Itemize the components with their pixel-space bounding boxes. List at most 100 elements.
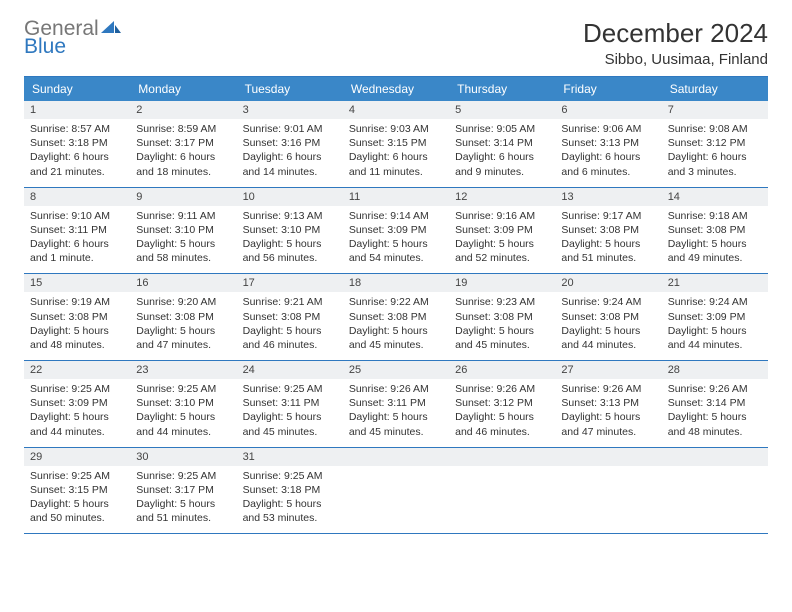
sunrise-text: Sunrise: 9:26 AM bbox=[349, 382, 443, 396]
day-number: 12 bbox=[449, 188, 555, 206]
sunset-text: Sunset: 3:10 PM bbox=[136, 396, 230, 410]
sunrise-text: Sunrise: 9:16 AM bbox=[455, 209, 549, 223]
sunset-text: Sunset: 3:08 PM bbox=[561, 223, 655, 237]
cell-body: Sunrise: 9:21 AMSunset: 3:08 PMDaylight:… bbox=[237, 292, 343, 360]
sunrise-text: Sunrise: 9:23 AM bbox=[455, 295, 549, 309]
week-row: 15Sunrise: 9:19 AMSunset: 3:08 PMDayligh… bbox=[24, 274, 768, 361]
daylight-text: Daylight: 6 hours bbox=[561, 150, 655, 164]
calendar-cell: 9Sunrise: 9:11 AMSunset: 3:10 PMDaylight… bbox=[130, 188, 236, 274]
day-number: 27 bbox=[555, 361, 661, 379]
sunrise-text: Sunrise: 9:25 AM bbox=[30, 382, 124, 396]
logo: General Blue bbox=[24, 18, 121, 58]
cell-body bbox=[662, 466, 768, 524]
calendar-cell: 18Sunrise: 9:22 AMSunset: 3:08 PMDayligh… bbox=[343, 274, 449, 360]
sunset-text: Sunset: 3:12 PM bbox=[455, 396, 549, 410]
sunrise-text: Sunrise: 9:25 AM bbox=[30, 469, 124, 483]
daylight-text: Daylight: 5 hours bbox=[349, 410, 443, 424]
week-row: 8Sunrise: 9:10 AMSunset: 3:11 PMDaylight… bbox=[24, 188, 768, 275]
cell-body: Sunrise: 8:57 AMSunset: 3:18 PMDaylight:… bbox=[24, 119, 130, 187]
sunset-text: Sunset: 3:18 PM bbox=[30, 136, 124, 150]
sunrise-text: Sunrise: 9:24 AM bbox=[561, 295, 655, 309]
cell-body: Sunrise: 9:25 AMSunset: 3:15 PMDaylight:… bbox=[24, 466, 130, 534]
daylight-text-2: and 51 minutes. bbox=[136, 511, 230, 525]
cell-body bbox=[449, 466, 555, 524]
week-row: 29Sunrise: 9:25 AMSunset: 3:15 PMDayligh… bbox=[24, 448, 768, 535]
daylight-text-2: and 44 minutes. bbox=[561, 338, 655, 352]
daylight-text: Daylight: 5 hours bbox=[668, 324, 762, 338]
day-header: Tuesday bbox=[237, 77, 343, 101]
daylight-text-2: and 45 minutes. bbox=[455, 338, 549, 352]
daylight-text: Daylight: 6 hours bbox=[30, 150, 124, 164]
month-title: December 2024 bbox=[583, 18, 768, 49]
daylight-text-2: and 47 minutes. bbox=[136, 338, 230, 352]
cell-body: Sunrise: 9:26 AMSunset: 3:12 PMDaylight:… bbox=[449, 379, 555, 447]
day-header: Friday bbox=[555, 77, 661, 101]
day-number: 20 bbox=[555, 274, 661, 292]
week-row: 22Sunrise: 9:25 AMSunset: 3:09 PMDayligh… bbox=[24, 361, 768, 448]
calendar-cell: 2Sunrise: 8:59 AMSunset: 3:17 PMDaylight… bbox=[130, 101, 236, 187]
daylight-text: Daylight: 6 hours bbox=[349, 150, 443, 164]
sunset-text: Sunset: 3:09 PM bbox=[349, 223, 443, 237]
calendar-cell: 30Sunrise: 9:25 AMSunset: 3:17 PMDayligh… bbox=[130, 448, 236, 534]
daylight-text: Daylight: 6 hours bbox=[136, 150, 230, 164]
sunset-text: Sunset: 3:16 PM bbox=[243, 136, 337, 150]
calendar-cell: 27Sunrise: 9:26 AMSunset: 3:13 PMDayligh… bbox=[555, 361, 661, 447]
cell-body: Sunrise: 9:25 AMSunset: 3:10 PMDaylight:… bbox=[130, 379, 236, 447]
calendar-cell: 29Sunrise: 9:25 AMSunset: 3:15 PMDayligh… bbox=[24, 448, 130, 534]
calendar-cell bbox=[343, 448, 449, 534]
logo-sail-icon bbox=[101, 21, 121, 40]
sunrise-text: Sunrise: 9:14 AM bbox=[349, 209, 443, 223]
cell-body: Sunrise: 9:18 AMSunset: 3:08 PMDaylight:… bbox=[662, 206, 768, 274]
title-block: December 2024 Sibbo, Uusimaa, Finland bbox=[583, 18, 768, 68]
day-number: 11 bbox=[343, 188, 449, 206]
calendar-cell: 7Sunrise: 9:08 AMSunset: 3:12 PMDaylight… bbox=[662, 101, 768, 187]
day-header: Monday bbox=[130, 77, 236, 101]
sunset-text: Sunset: 3:11 PM bbox=[349, 396, 443, 410]
cell-body: Sunrise: 9:24 AMSunset: 3:08 PMDaylight:… bbox=[555, 292, 661, 360]
calendar-cell: 11Sunrise: 9:14 AMSunset: 3:09 PMDayligh… bbox=[343, 188, 449, 274]
cell-body: Sunrise: 9:26 AMSunset: 3:13 PMDaylight:… bbox=[555, 379, 661, 447]
sunrise-text: Sunrise: 9:24 AM bbox=[668, 295, 762, 309]
sunrise-text: Sunrise: 9:08 AM bbox=[668, 122, 762, 136]
sunset-text: Sunset: 3:13 PM bbox=[561, 396, 655, 410]
sunrise-text: Sunrise: 9:17 AM bbox=[561, 209, 655, 223]
calendar-cell: 23Sunrise: 9:25 AMSunset: 3:10 PMDayligh… bbox=[130, 361, 236, 447]
day-number: 8 bbox=[24, 188, 130, 206]
sunrise-text: Sunrise: 9:25 AM bbox=[243, 469, 337, 483]
daylight-text: Daylight: 5 hours bbox=[136, 497, 230, 511]
cell-body: Sunrise: 9:05 AMSunset: 3:14 PMDaylight:… bbox=[449, 119, 555, 187]
sunrise-text: Sunrise: 9:25 AM bbox=[136, 382, 230, 396]
sunset-text: Sunset: 3:15 PM bbox=[30, 483, 124, 497]
sunset-text: Sunset: 3:17 PM bbox=[136, 483, 230, 497]
sunset-text: Sunset: 3:09 PM bbox=[668, 310, 762, 324]
sunrise-text: Sunrise: 9:20 AM bbox=[136, 295, 230, 309]
calendar-cell: 1Sunrise: 8:57 AMSunset: 3:18 PMDaylight… bbox=[24, 101, 130, 187]
day-header: Saturday bbox=[662, 77, 768, 101]
sunset-text: Sunset: 3:09 PM bbox=[30, 396, 124, 410]
sunset-text: Sunset: 3:11 PM bbox=[30, 223, 124, 237]
calendar: Sunday Monday Tuesday Wednesday Thursday… bbox=[24, 76, 768, 534]
daylight-text-2: and 47 minutes. bbox=[561, 425, 655, 439]
calendar-cell: 28Sunrise: 9:26 AMSunset: 3:14 PMDayligh… bbox=[662, 361, 768, 447]
calendar-cell: 10Sunrise: 9:13 AMSunset: 3:10 PMDayligh… bbox=[237, 188, 343, 274]
day-number: 25 bbox=[343, 361, 449, 379]
daylight-text-2: and 58 minutes. bbox=[136, 251, 230, 265]
cell-body: Sunrise: 9:16 AMSunset: 3:09 PMDaylight:… bbox=[449, 206, 555, 274]
cell-body: Sunrise: 9:22 AMSunset: 3:08 PMDaylight:… bbox=[343, 292, 449, 360]
daylight-text: Daylight: 5 hours bbox=[243, 497, 337, 511]
day-number bbox=[449, 448, 555, 466]
day-number: 13 bbox=[555, 188, 661, 206]
day-number: 19 bbox=[449, 274, 555, 292]
sunset-text: Sunset: 3:08 PM bbox=[668, 223, 762, 237]
day-header-row: Sunday Monday Tuesday Wednesday Thursday… bbox=[24, 77, 768, 101]
calendar-cell: 14Sunrise: 9:18 AMSunset: 3:08 PMDayligh… bbox=[662, 188, 768, 274]
sunrise-text: Sunrise: 9:21 AM bbox=[243, 295, 337, 309]
day-header: Thursday bbox=[449, 77, 555, 101]
calendar-cell: 8Sunrise: 9:10 AMSunset: 3:11 PMDaylight… bbox=[24, 188, 130, 274]
daylight-text: Daylight: 5 hours bbox=[561, 237, 655, 251]
daylight-text: Daylight: 5 hours bbox=[349, 324, 443, 338]
calendar-cell: 5Sunrise: 9:05 AMSunset: 3:14 PMDaylight… bbox=[449, 101, 555, 187]
calendar-cell: 4Sunrise: 9:03 AMSunset: 3:15 PMDaylight… bbox=[343, 101, 449, 187]
sunset-text: Sunset: 3:17 PM bbox=[136, 136, 230, 150]
sunset-text: Sunset: 3:08 PM bbox=[243, 310, 337, 324]
